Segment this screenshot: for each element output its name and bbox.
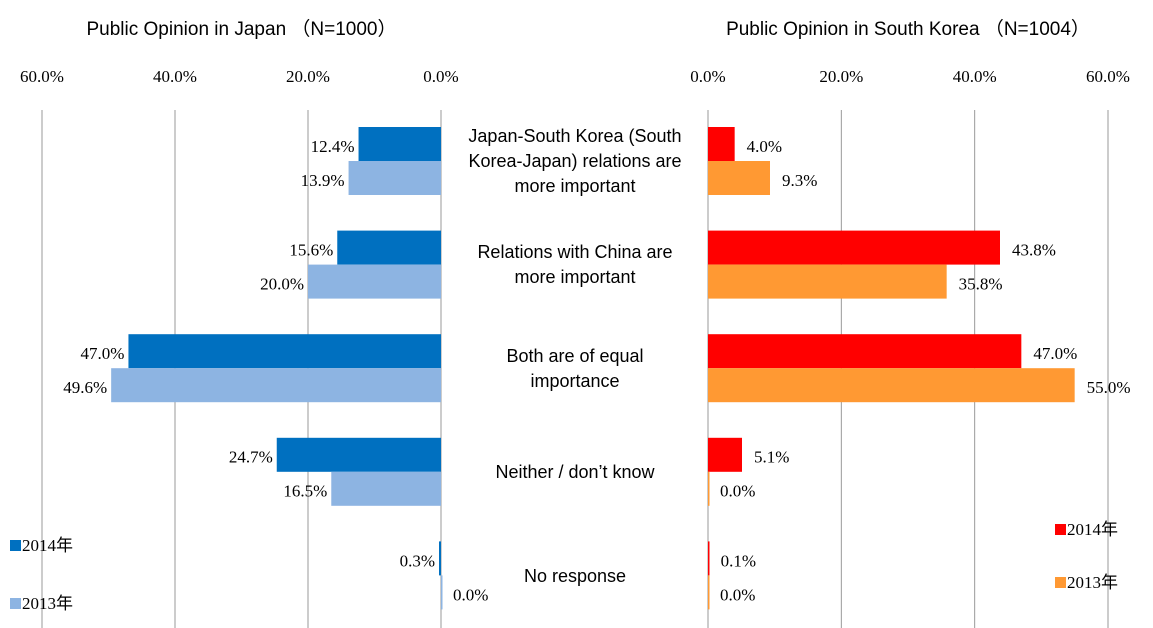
category-label: Both are of equal importance (506, 346, 644, 391)
bar (331, 471, 441, 506)
bar (708, 230, 1000, 265)
value-label: 5.1% (754, 448, 789, 467)
legend-label: 2013年 (1067, 573, 1118, 592)
chart-title: Public Opinion in South Korea （N=1004） (726, 18, 1090, 40)
x-tick-label: 0.0% (690, 67, 725, 86)
category-label: Relations with China are more important (477, 242, 673, 288)
value-label: 0.1% (721, 551, 756, 570)
bar (708, 127, 735, 161)
bar (708, 471, 710, 506)
legend-label: 2013年 (22, 594, 73, 613)
chart-title: Public Opinion in Japan （N=1000） (87, 18, 397, 40)
category-label: Neither / don’t know (495, 462, 655, 483)
legend-swatch (10, 540, 21, 551)
value-label: 9.3% (782, 171, 817, 190)
x-tick-label: 60.0% (20, 67, 64, 86)
legend-swatch (10, 598, 21, 609)
value-label: 24.7% (229, 448, 273, 467)
bar (439, 541, 441, 576)
bar (708, 334, 1022, 369)
value-label: 55.0% (1087, 378, 1131, 397)
bar (708, 437, 742, 472)
value-label: 43.8% (1012, 241, 1056, 260)
bar (708, 368, 1075, 403)
legend-swatch (1055, 524, 1066, 535)
legend-label: 2014年 (22, 536, 73, 555)
value-label: 13.9% (301, 171, 345, 190)
value-label: 20.0% (260, 275, 304, 294)
value-label: 35.8% (959, 275, 1003, 294)
bar (276, 437, 441, 472)
bar (708, 161, 770, 195)
bar (708, 541, 710, 576)
category-label: Japan-South Korea (South Korea-Japan) re… (468, 126, 682, 197)
value-label: 15.6% (289, 241, 333, 260)
value-label: 47.0% (1033, 344, 1077, 363)
bar (337, 230, 441, 265)
legend-label: 2014年 (1067, 520, 1118, 539)
value-label: 0.0% (720, 482, 755, 501)
bar (348, 161, 441, 195)
value-label: 0.0% (453, 585, 488, 604)
bar (128, 334, 441, 369)
legend-swatch (1055, 577, 1066, 588)
x-tick-label: 0.0% (423, 67, 458, 86)
value-label: 16.5% (283, 482, 327, 501)
bar (308, 264, 441, 299)
x-tick-label: 40.0% (153, 67, 197, 86)
bar (708, 264, 947, 299)
bar (708, 575, 710, 610)
value-label: 0.3% (400, 551, 435, 570)
x-tick-label: 20.0% (286, 67, 330, 86)
value-label: 47.0% (81, 344, 125, 363)
value-label: 0.0% (720, 585, 755, 604)
value-label: 49.6% (63, 378, 107, 397)
value-label: 4.0% (747, 137, 782, 156)
bar (441, 575, 443, 610)
x-tick-label: 60.0% (1086, 67, 1130, 86)
value-label: 12.4% (311, 137, 355, 156)
bar (358, 127, 441, 161)
category-label: No response (523, 565, 627, 586)
x-tick-label: 40.0% (953, 67, 997, 86)
x-tick-label: 20.0% (819, 67, 863, 86)
bar (111, 368, 441, 403)
